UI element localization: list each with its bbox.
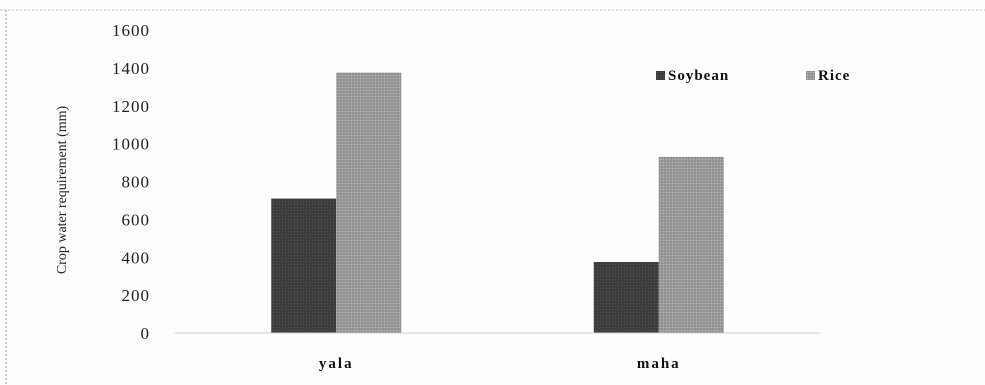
y-axis-ticks: 0 200 400 600 800 1000 1200 1400 1600 bbox=[112, 21, 151, 343]
y-tick-label: 1000 bbox=[112, 135, 150, 154]
bar-soybean-maha bbox=[593, 261, 659, 333]
y-axis-title: Crop water requirement (mm) bbox=[55, 105, 70, 274]
bar-rice-maha bbox=[658, 156, 724, 333]
y-tick-label: 600 bbox=[122, 210, 151, 229]
legend: Soybean Rice bbox=[656, 68, 850, 84]
legend-swatch-rice bbox=[806, 71, 815, 80]
y-tick-label: 1200 bbox=[112, 97, 150, 116]
y-tick-label: 1400 bbox=[112, 59, 150, 78]
y-tick-label: 1600 bbox=[112, 21, 150, 40]
x-category-label-maha: maha bbox=[637, 356, 681, 372]
y-tick-label: 800 bbox=[122, 173, 151, 192]
y-tick-label: 0 bbox=[141, 324, 151, 343]
legend-label-rice: Rice bbox=[818, 68, 850, 84]
y-tick-label: 400 bbox=[122, 248, 151, 267]
legend-label-soybean: Soybean bbox=[668, 68, 729, 84]
bars-group bbox=[271, 72, 724, 333]
x-axis-labels: yala maha bbox=[319, 356, 681, 372]
bar-rice-yala bbox=[336, 72, 402, 333]
bar-soybean-yala bbox=[271, 198, 337, 333]
legend-swatch-soybean bbox=[656, 71, 665, 80]
x-category-label-yala: yala bbox=[319, 356, 354, 372]
y-tick-label: 200 bbox=[122, 286, 151, 305]
